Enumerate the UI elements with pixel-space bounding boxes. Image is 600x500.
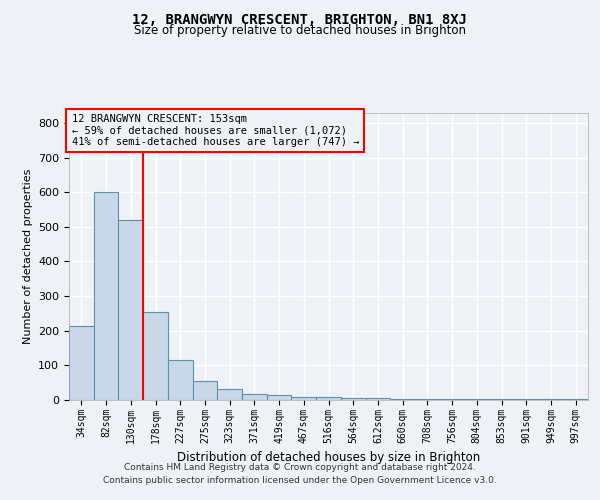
Bar <box>316 397 341 400</box>
Bar <box>415 399 440 400</box>
X-axis label: Distribution of detached houses by size in Brighton: Distribution of detached houses by size … <box>177 451 480 464</box>
Text: 12, BRANGWYN CRESCENT, BRIGHTON, BN1 8XJ: 12, BRANGWYN CRESCENT, BRIGHTON, BN1 8XJ <box>133 12 467 26</box>
Bar <box>69 326 94 400</box>
Text: 12 BRANGWYN CRESCENT: 153sqm
← 59% of detached houses are smaller (1,072)
41% of: 12 BRANGWYN CRESCENT: 153sqm ← 59% of de… <box>71 114 359 147</box>
Bar <box>118 220 143 400</box>
Text: Contains HM Land Registry data © Crown copyright and database right 2024.: Contains HM Land Registry data © Crown c… <box>124 462 476 471</box>
Bar <box>440 399 464 400</box>
Bar <box>168 360 193 400</box>
Bar <box>341 398 365 400</box>
Bar <box>365 398 390 400</box>
Bar <box>390 398 415 400</box>
Bar <box>242 394 267 400</box>
Bar <box>193 381 217 400</box>
Text: Size of property relative to detached houses in Brighton: Size of property relative to detached ho… <box>134 24 466 37</box>
Bar <box>217 388 242 400</box>
Bar <box>267 395 292 400</box>
Text: Contains public sector information licensed under the Open Government Licence v3: Contains public sector information licen… <box>103 476 497 485</box>
Bar <box>292 396 316 400</box>
Y-axis label: Number of detached properties: Number of detached properties <box>23 168 32 344</box>
Bar <box>143 312 168 400</box>
Bar <box>94 192 118 400</box>
